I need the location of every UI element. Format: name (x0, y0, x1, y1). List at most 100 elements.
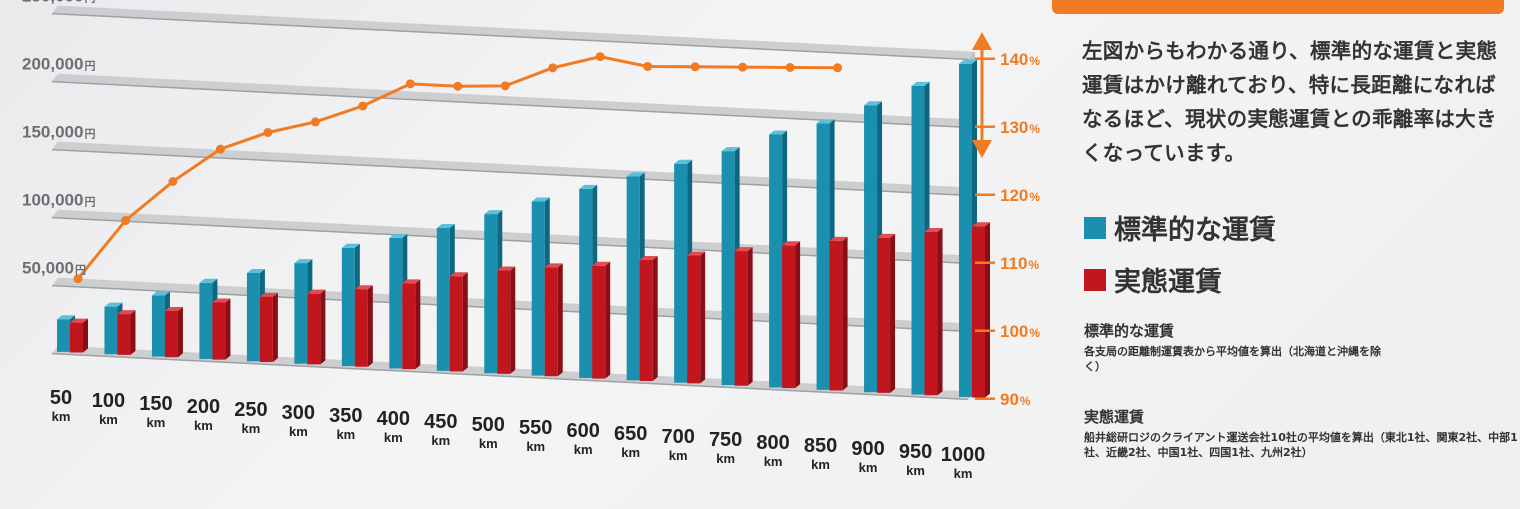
left-tick-label: 50,000円 (22, 259, 86, 278)
bar-standard (389, 238, 402, 369)
ratio-point (501, 81, 510, 90)
bar-actual (355, 289, 368, 367)
left-tick-label: 100,000円 (22, 191, 95, 210)
side-panel: 左図からもわかる通り、標準的な運賃と実態運賃はかけ離れており、特に長距離になれば… (1060, 0, 1520, 509)
x-tick-unit: km (479, 436, 498, 451)
bar-actual (925, 232, 938, 395)
x-tick-label: 450 (424, 411, 457, 433)
right-tick-unit: % (1029, 190, 1040, 204)
x-tick-unit: km (52, 409, 71, 424)
bars (57, 60, 990, 398)
ratio-point (548, 63, 557, 72)
bar-actual (545, 267, 558, 376)
bar-actual-side (83, 319, 88, 353)
bar-actual (450, 276, 463, 371)
x-tick-unit: km (241, 421, 260, 436)
bar-standard (152, 295, 165, 356)
legend-standard: 標準的な運賃 (1084, 208, 1276, 247)
bar-actual-side (225, 299, 230, 360)
bar-actual-side (130, 310, 135, 355)
x-tick-unit: km (147, 415, 166, 430)
grid-line (52, 14, 968, 60)
right-tick-unit: % (1029, 122, 1040, 136)
x-axis: 50km100km150km200km250km300km350km400km4… (50, 387, 985, 481)
bar-standard (199, 283, 212, 359)
right-tick-label: 130% (1000, 118, 1040, 137)
bar-actual (592, 266, 605, 379)
x-tick-label: 300 (282, 402, 315, 424)
x-tick-unit: km (384, 430, 403, 445)
bar-actual-side (938, 228, 943, 395)
x-tick-label: 900 (851, 438, 884, 460)
x-tick-label: 250 (234, 399, 267, 421)
note-title-standard: 標準的な運賃 (1084, 320, 1174, 341)
bar-actual-side (320, 290, 325, 365)
x-tick-unit: km (954, 466, 973, 481)
ratio-point (311, 117, 320, 126)
ratio-point (643, 62, 652, 71)
bar-standard (247, 273, 260, 361)
bar-actual-side (605, 262, 610, 379)
bar-actual-side (510, 267, 515, 374)
bar-standard (722, 151, 735, 385)
x-tick-label: 850 (804, 435, 837, 457)
bar-actual (687, 256, 700, 384)
x-tick-label: 500 (472, 414, 505, 436)
x-tick-label: 600 (567, 420, 600, 442)
header-banner (1052, 0, 1504, 14)
x-tick-unit: km (289, 424, 308, 439)
bar-standard (817, 123, 830, 390)
bar-actual (70, 323, 83, 353)
legend-swatch-actual (1084, 269, 1106, 291)
grid-plane (52, 6, 975, 60)
x-tick-label: 750 (709, 429, 742, 451)
right-tick-unit: % (1029, 326, 1040, 340)
bar-actual-side (795, 241, 800, 388)
right-tick-unit: % (1028, 258, 1039, 272)
bar-actual-side (415, 279, 420, 369)
x-tick-label: 700 (661, 426, 694, 448)
right-tick-unit: % (1029, 54, 1040, 68)
ratio-point (406, 79, 415, 88)
bar-actual (307, 294, 320, 365)
x-tick-unit: km (906, 463, 925, 478)
bar-actual (877, 238, 890, 393)
x-tick-unit: km (99, 412, 118, 427)
ratio-point (358, 101, 367, 110)
ratio-point (168, 177, 177, 186)
x-tick-label: 100 (92, 390, 125, 412)
ratio-point (596, 52, 605, 61)
ratio-point (691, 62, 700, 71)
ratio-point (121, 216, 130, 225)
x-tick-unit: km (811, 457, 830, 472)
bar-actual-side (178, 307, 183, 357)
note-title-actual: 実態運賃 (1084, 406, 1144, 427)
x-tick-label: 350 (329, 405, 362, 427)
bar-standard (294, 263, 307, 364)
ratio-point (453, 82, 462, 91)
legend-swatch-standard (1084, 217, 1106, 239)
x-tick-unit: km (716, 451, 735, 466)
bar-standard (104, 307, 117, 355)
x-tick-unit: km (194, 418, 213, 433)
bar-actual (735, 251, 748, 386)
bar-actual-side (985, 222, 990, 397)
bar-standard (912, 86, 925, 395)
left-tick-label: 200,000円 (22, 55, 95, 74)
note-text-actual: 船井総研ロジのクライアント運送会社10社の平均値を算出（東北1社、関東2社、中部… (1084, 430, 1520, 460)
bar-standard (57, 319, 70, 352)
ratio-point (263, 128, 272, 137)
right-tick-label: 100% (1000, 322, 1040, 341)
x-tick-label: 50 (50, 387, 72, 409)
legend-label-actual: 実態運賃 (1114, 260, 1222, 299)
right-tick-label: 110% (1000, 254, 1039, 273)
description-text: 左図からもわかる通り、標準的な運賃と実態運賃はかけ離れており、特に長距離になれば… (1082, 34, 1512, 170)
left-tick-label: 150,000円 (22, 123, 95, 142)
bar-standard (579, 189, 592, 378)
x-tick-label: 150 (139, 393, 172, 415)
x-tick-label: 1000 (941, 444, 986, 466)
x-tick-unit: km (859, 460, 878, 475)
left-tick-unit: 円 (75, 264, 86, 277)
x-tick-label: 550 (519, 417, 552, 439)
bar-actual-side (843, 237, 848, 391)
